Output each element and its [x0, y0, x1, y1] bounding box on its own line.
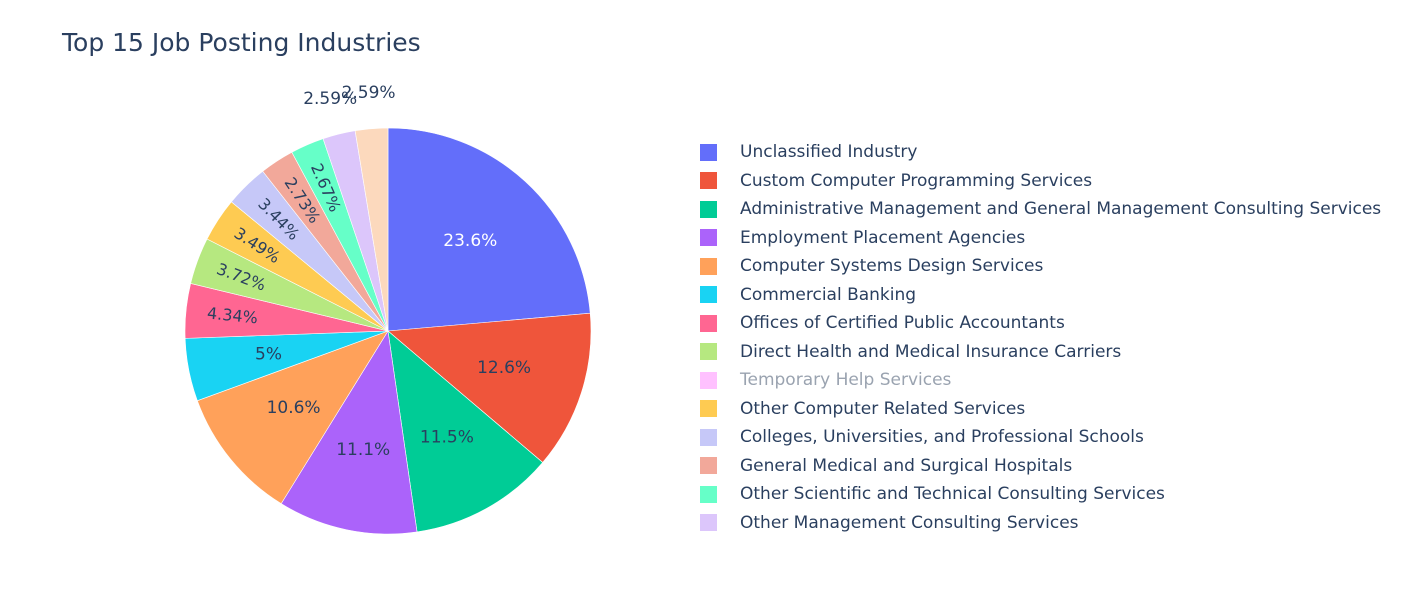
legend-item[interactable]: Administrative Management and General Ma…: [700, 195, 1416, 224]
legend-label: Direct Health and Medical Insurance Carr…: [740, 341, 1122, 362]
legend-swatch: [700, 343, 717, 361]
legend-label: Colleges, Universities, and Professional…: [740, 427, 1144, 448]
legend: Unclassified Industry Custom Computer Pro…: [700, 138, 1416, 537]
slice-label: 4.34%: [206, 303, 258, 327]
legend-swatch: [700, 200, 717, 218]
slice-label: 10.6%: [267, 398, 321, 418]
legend-item[interactable]: General Medical and Surgical Hospitals: [700, 452, 1416, 481]
legend-item[interactable]: Computer Systems Design Services: [700, 252, 1416, 281]
legend-item[interactable]: Colleges, Universities, and Professional…: [700, 423, 1416, 452]
pie-slice[interactable]: [387, 330, 544, 533]
legend-swatch: [700, 457, 717, 475]
legend-swatch: [700, 371, 717, 389]
slice-label: 2.59%: [303, 89, 357, 109]
legend-label: Temporary Help Services: [740, 370, 952, 391]
pie-slice[interactable]: [196, 330, 389, 505]
slice-label: 23.6%: [443, 231, 497, 251]
legend-label: Employment Placement Agencies: [740, 227, 1026, 248]
legend-swatch: [700, 286, 717, 304]
legend-item[interactable]: Offices of Certified Public Accountants: [700, 309, 1416, 338]
legend-swatch: [700, 485, 717, 503]
legend-item[interactable]: Custom Computer Programming Services: [700, 167, 1416, 196]
legend-item[interactable]: Other Computer Related Services: [700, 395, 1416, 424]
legend-item[interactable]: Temporary Help Services: [700, 366, 1416, 395]
legend-label: General Medical and Surgical Hospitals: [740, 455, 1073, 476]
chart-title: Top 15 Job Posting Industries: [62, 28, 421, 57]
legend-label: Administrative Management and General Ma…: [740, 199, 1382, 220]
slice-label: 11.5%: [420, 428, 474, 448]
legend-label: Commercial Banking: [740, 284, 917, 305]
legend-item[interactable]: Employment Placement Agencies: [700, 224, 1416, 253]
slice-label: 12.6%: [477, 358, 531, 378]
legend-label: Custom Computer Programming Services: [740, 170, 1093, 191]
legend-label: Unclassified Industry: [740, 142, 918, 163]
legend-swatch: [700, 172, 717, 190]
slice-label: 11.1%: [336, 440, 390, 460]
legend-swatch: [700, 428, 717, 446]
legend-swatch: [700, 257, 717, 275]
slice-label: 5%: [255, 344, 282, 364]
legend-swatch: [700, 314, 717, 332]
legend-swatch: [700, 514, 717, 532]
legend-label: Other Computer Related Services: [740, 398, 1026, 419]
legend-item[interactable]: Direct Health and Medical Insurance Carr…: [700, 338, 1416, 367]
pie-slice[interactable]: [354, 127, 389, 332]
legend-swatch: [700, 400, 717, 418]
pie-slice[interactable]: [280, 330, 418, 535]
legend-label: Other Scientific and Technical Consultin…: [740, 484, 1165, 505]
pie-chart: 23.6%12.6%11.5%11.1%10.6%5%4.34%3.72%3.4…: [184, 83, 592, 535]
legend-item[interactable]: Other Scientific and Technical Consultin…: [700, 480, 1416, 509]
legend-label: Other Management Consulting Services: [740, 512, 1079, 533]
legend-swatch: [700, 229, 717, 247]
slice-label: 2.59%: [342, 83, 396, 103]
legend-label: Offices of Certified Public Accountants: [740, 313, 1065, 334]
legend-item[interactable]: Commercial Banking: [700, 281, 1416, 310]
legend-label: Computer Systems Design Services: [740, 256, 1044, 277]
pie-slice[interactable]: [387, 312, 592, 463]
legend-swatch: [700, 143, 717, 161]
legend-item[interactable]: Unclassified Industry: [700, 138, 1416, 167]
legend-item[interactable]: Other Management Consulting Services: [700, 509, 1416, 538]
pie-slice[interactable]: [387, 127, 591, 332]
